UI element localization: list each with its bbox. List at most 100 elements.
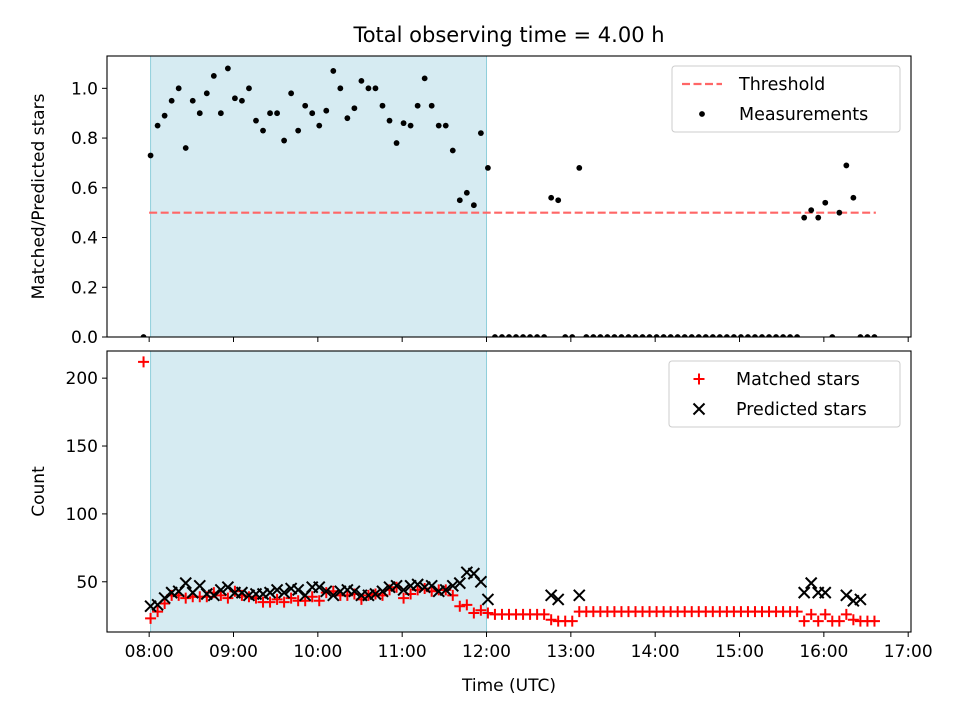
measurements-point — [857, 334, 864, 337]
measurements-point — [351, 105, 358, 112]
x-axis-label: Time (UTC) — [461, 676, 556, 696]
matched-stars-point — [398, 592, 410, 604]
measurements-point — [154, 122, 161, 129]
measurements-point — [716, 334, 723, 337]
predicted-stars-point — [214, 583, 228, 597]
predicted-stars-point — [390, 579, 403, 593]
predicted-stars-point — [397, 583, 410, 597]
x-tick-label: 08:00 — [125, 642, 174, 662]
measurements-point — [787, 334, 794, 337]
measurements-point — [836, 209, 843, 216]
measurements-point — [688, 334, 695, 337]
measurements-point — [618, 334, 625, 337]
measurements-point — [463, 189, 470, 196]
measurements-point — [506, 334, 512, 337]
measurements-point — [766, 334, 772, 337]
matched-stars-point — [475, 604, 487, 616]
predicted-stars-point — [221, 580, 235, 594]
y-tick-label: 0.4 — [71, 229, 98, 249]
measurements-point — [449, 147, 456, 154]
measurements-point — [175, 85, 182, 92]
predicted-stars-point — [411, 578, 424, 591]
legend-label: Threshold — [738, 75, 825, 95]
measurements-point — [161, 112, 168, 119]
predicted-stars-point — [804, 576, 818, 590]
legend-box — [668, 360, 901, 428]
matched-stars-point — [840, 608, 852, 620]
predicted-stars-point — [348, 585, 361, 598]
measurements-point — [822, 199, 829, 206]
measurements-point — [527, 334, 533, 337]
matched-stars-point — [468, 607, 480, 619]
matched-stars-point — [138, 356, 150, 368]
measurements-point — [801, 214, 808, 221]
measurements-point — [611, 334, 618, 337]
axes-frame — [106, 350, 912, 633]
measurements-point — [794, 334, 801, 337]
matched-stars-point — [271, 593, 283, 605]
measurements-point — [358, 77, 365, 84]
measurements-point — [723, 334, 730, 337]
measurements-point — [477, 130, 484, 136]
legend-label: Matched stars — [736, 370, 860, 390]
matched-stars-point — [313, 595, 325, 607]
measurements-point — [344, 115, 351, 122]
x-tick-label: 16:00 — [799, 642, 848, 662]
y-tick-label: 200 — [66, 369, 98, 389]
measurements-point — [309, 110, 316, 117]
predicted-stars-point — [327, 589, 340, 602]
y-tick-label: 100 — [66, 505, 98, 525]
predicted-stars-point — [291, 583, 305, 597]
legend-label: Measurements — [739, 105, 868, 125]
predicted-stars-point — [453, 576, 467, 590]
x-tick-label: 11:00 — [378, 642, 427, 662]
matched-stars-point — [812, 615, 824, 627]
measurements-point — [470, 202, 477, 209]
matched-stars-point — [264, 596, 276, 608]
predicted-stars-point — [446, 579, 459, 593]
measurements-point — [232, 95, 238, 102]
measurements-point — [576, 165, 583, 171]
matched-stars-point — [868, 615, 880, 627]
measurements-point — [843, 162, 850, 169]
measurements-point — [456, 197, 463, 204]
measurements-point — [239, 97, 245, 104]
predicted-stars-point — [481, 593, 495, 606]
measurements-point — [140, 334, 147, 337]
predicted-stars-point — [797, 586, 811, 599]
measurements-point — [555, 197, 562, 204]
measurements-point — [435, 122, 442, 129]
measurements-point — [730, 334, 737, 337]
measurements-point — [281, 137, 288, 144]
measurements-point — [302, 102, 309, 109]
measurements-point — [562, 334, 569, 337]
measurements-point — [513, 334, 519, 337]
measurements-point — [583, 334, 590, 337]
measurements-point — [815, 214, 822, 221]
measurements-point — [492, 334, 498, 337]
legend: Threshold Measurements — [671, 65, 901, 133]
predicted-stars-point — [840, 589, 853, 602]
predicted-stars-point — [854, 593, 867, 606]
measurements-point — [316, 122, 323, 129]
measurements-point — [203, 90, 210, 97]
measurements-point — [590, 334, 597, 337]
y-tick-label: 1.0 — [71, 79, 98, 99]
measurements-point — [752, 334, 758, 337]
x-tick-label: 10:00 — [293, 642, 342, 662]
measurements-point — [253, 117, 259, 124]
measurements-point — [421, 75, 428, 82]
x-tick-label: 14:00 — [631, 642, 680, 662]
matched-stars-point — [306, 591, 318, 603]
predicted-stars-point — [207, 589, 221, 602]
measurements-point — [702, 334, 709, 337]
predicted-stars-point — [179, 576, 192, 590]
predicted-stars-point — [320, 585, 333, 598]
measurements-point — [196, 110, 203, 117]
measurements-point — [597, 334, 604, 337]
predicted-stars-point — [235, 586, 249, 599]
matched-stars-point — [847, 614, 859, 626]
legend-label: Predicted stars — [736, 400, 867, 420]
predicted-stars-point — [376, 585, 389, 598]
